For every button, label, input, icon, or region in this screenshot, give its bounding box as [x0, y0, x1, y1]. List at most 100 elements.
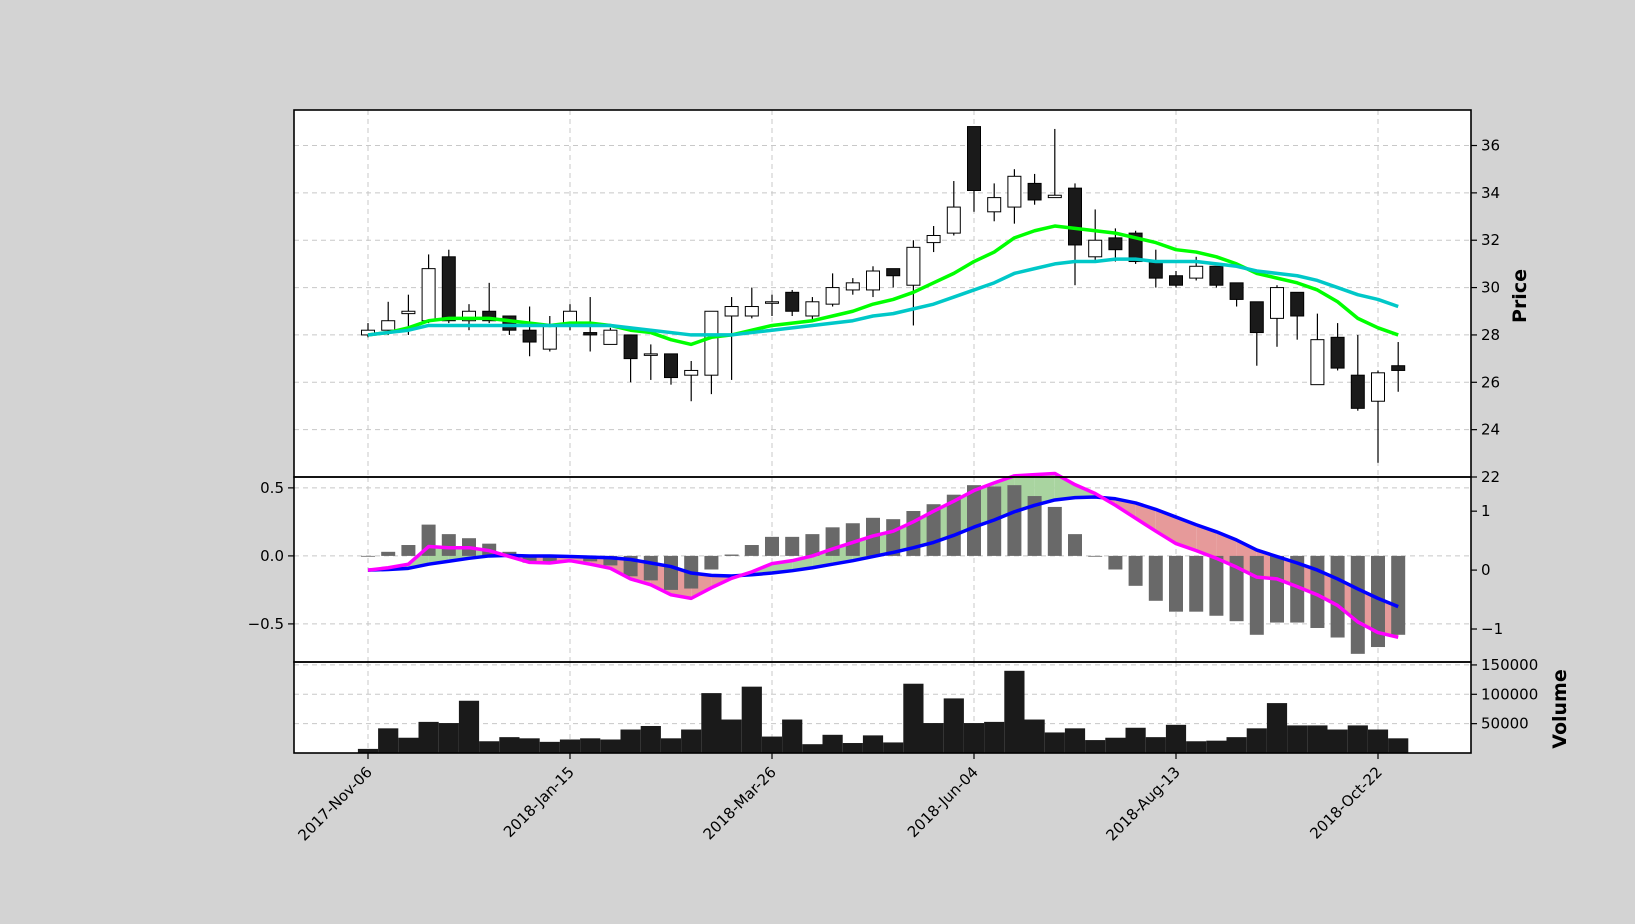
candle-body-down: [1249, 301, 1264, 334]
macd-histogram-bar: [1108, 555, 1123, 570]
candle: [866, 266, 880, 298]
candlesticks: [361, 126, 1406, 463]
macd-histogram-bar: [765, 536, 779, 556]
price-tick-label: 24: [1481, 421, 1500, 439]
candle: [1007, 169, 1022, 224]
candle-body-up: [1310, 339, 1325, 386]
volume-bar: [721, 719, 742, 753]
candle-body-down: [1209, 265, 1224, 286]
candle-body-down: [1169, 275, 1183, 286]
candle: [724, 297, 739, 380]
candle-body-down: [967, 126, 981, 192]
macd-histogram-bar: [785, 536, 800, 556]
volume-bar: [458, 700, 480, 753]
volume-bar: [580, 738, 601, 753]
volume-bar: [559, 739, 581, 753]
candle: [1088, 209, 1103, 262]
candle: [623, 334, 638, 383]
volume-bar: [499, 737, 520, 753]
price-tick-label: 28: [1481, 326, 1500, 344]
volume-bar: [1145, 737, 1166, 753]
candle-body-up: [805, 301, 820, 317]
candle-body-up: [684, 369, 699, 376]
candle: [805, 297, 820, 321]
volume-bar: [519, 738, 540, 753]
volume-bar: [822, 734, 843, 753]
candle-body-up: [643, 353, 658, 356]
macd-left-tick-label: 0.0: [260, 547, 284, 565]
candle: [1169, 271, 1183, 288]
candle-body-down: [1108, 237, 1123, 251]
candle: [825, 273, 840, 307]
candle-body-up: [825, 287, 840, 305]
volume-bar: [943, 698, 964, 753]
candle: [1229, 282, 1244, 307]
candle-body-up: [1007, 175, 1022, 208]
macd-histogram-bar: [1128, 555, 1143, 586]
candle-body-up: [1088, 239, 1103, 258]
macd-histogram-bar: [845, 523, 860, 556]
candle: [643, 344, 658, 380]
macd-histogram-bar: [1169, 555, 1183, 612]
candle: [946, 181, 961, 236]
candle-body-up: [744, 306, 759, 317]
candle: [1310, 313, 1325, 386]
price-tick-label: 22: [1481, 468, 1500, 486]
candle-body-down: [1027, 182, 1042, 201]
macd-histogram-bar: [603, 555, 618, 566]
volume-bar: [923, 723, 944, 753]
macd-fill-segment: [1155, 509, 1176, 544]
candle-body-up: [603, 329, 618, 345]
candle-body-up: [704, 310, 719, 376]
candle: [1350, 334, 1365, 411]
candle: [1249, 301, 1264, 366]
candle-body-up: [866, 270, 880, 291]
price-tick-label: 34: [1481, 184, 1500, 202]
volume-bar: [1105, 737, 1126, 753]
volume-bar: [1246, 728, 1267, 753]
macd-histogram-bar: [805, 534, 820, 556]
macd-fill-segment: [1135, 502, 1156, 532]
candle: [1371, 370, 1385, 463]
macd-histogram-bar: [1249, 555, 1264, 635]
candle: [1391, 342, 1406, 392]
candle: [765, 294, 779, 316]
volume-bar: [963, 723, 985, 753]
macd-histogram-bar: [643, 555, 658, 581]
price-axis-title: Price: [1509, 269, 1531, 323]
candle: [926, 226, 941, 253]
volume-bar: [600, 739, 621, 753]
candle: [886, 268, 901, 288]
macd-histogram-bar: [1148, 555, 1163, 601]
macd-histogram-bar: [1310, 555, 1325, 628]
candle-body-down: [1330, 336, 1345, 369]
candle-body-down: [664, 353, 678, 379]
volume-bar: [479, 741, 500, 753]
volume-bar: [741, 686, 762, 753]
candle-body-down: [1229, 282, 1244, 300]
macd-histogram-bar: [704, 555, 719, 570]
macd-histogram-bar: [381, 551, 396, 556]
macd-histogram-bar: [1209, 555, 1224, 616]
candle-body-up: [1371, 372, 1385, 402]
candle: [1270, 285, 1284, 347]
volume-bar: [883, 742, 904, 753]
candle-body-up: [906, 246, 921, 286]
candle-body-up: [1270, 287, 1284, 319]
candle: [1027, 173, 1042, 205]
macd-histogram-bar: [1088, 555, 1103, 557]
volume-bar: [1064, 728, 1086, 753]
macd-left-tick-label: −0.5: [248, 615, 284, 633]
price-tick-label: 36: [1481, 137, 1500, 155]
candle-body-up: [946, 206, 961, 234]
volume-bar: [681, 729, 702, 753]
volume-bar: [802, 744, 823, 753]
candle-body-down: [623, 334, 638, 360]
candle-body-up: [1189, 265, 1204, 279]
candle-body-up: [845, 282, 860, 291]
volume-bar: [378, 728, 399, 753]
volume-tick-label: 100000: [1481, 685, 1538, 703]
macd-histogram-bar: [1330, 555, 1345, 638]
volume-bar: [1388, 738, 1409, 753]
